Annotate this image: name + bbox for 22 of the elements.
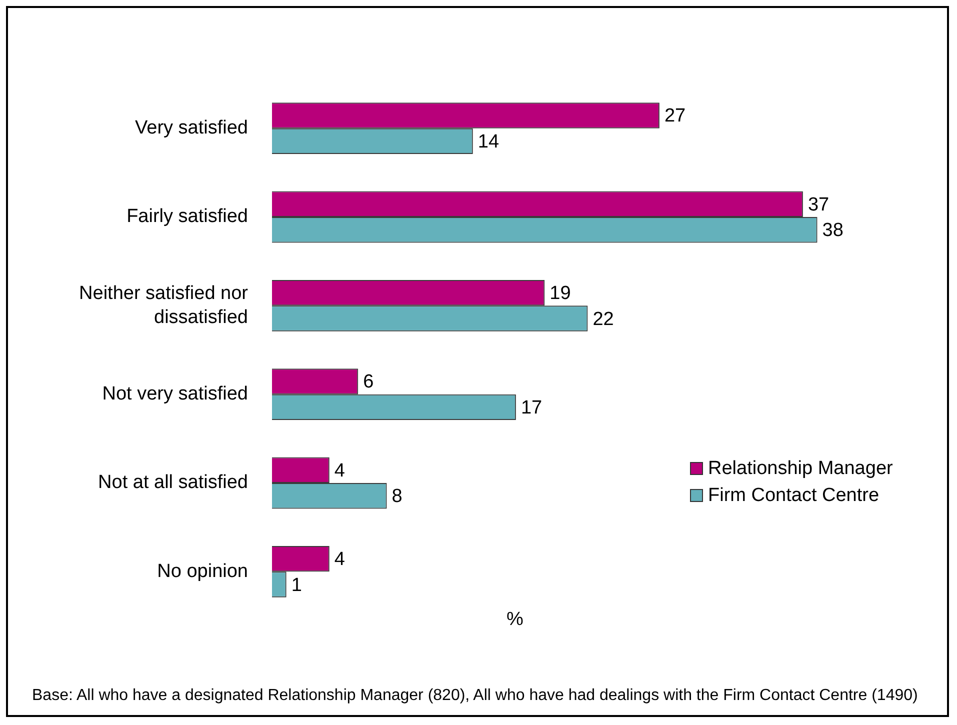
data-label: 1 [291, 574, 302, 596]
y-tick-label: Fairly satisfied [126, 206, 248, 228]
y-tick-label: No opinion [157, 560, 248, 582]
data-label: 4 [334, 549, 346, 570]
text: Base: All who have a designated Relationship Manager (820), All who have had dealings with the Firm Contact Centre (1490) [32, 686, 918, 706]
data-label: 37 [808, 194, 830, 216]
data-label: 27 [664, 106, 686, 127]
data-label: 4 [334, 460, 346, 482]
x-axis-title: % [506, 609, 524, 630]
data-label: 14 [478, 131, 500, 152]
legend-label: Firm Contact Centre [708, 484, 880, 506]
data-label: 6 [363, 372, 374, 393]
y-tick-label: Not at all satisfied [98, 472, 248, 494]
y-tick-label: Very satisfied [135, 118, 248, 139]
y-tick-label: Not very satisfied [102, 384, 248, 405]
data-label: 17 [520, 397, 542, 418]
data-label: 22 [592, 308, 614, 330]
legend-label: Relationship Manager [708, 458, 893, 480]
y-tick-label: Neither satisfied nor dissatisfied [79, 283, 249, 328]
data-label: 8 [392, 486, 402, 508]
data-label: 19 [550, 283, 571, 304]
data-label: 38 [822, 220, 844, 242]
